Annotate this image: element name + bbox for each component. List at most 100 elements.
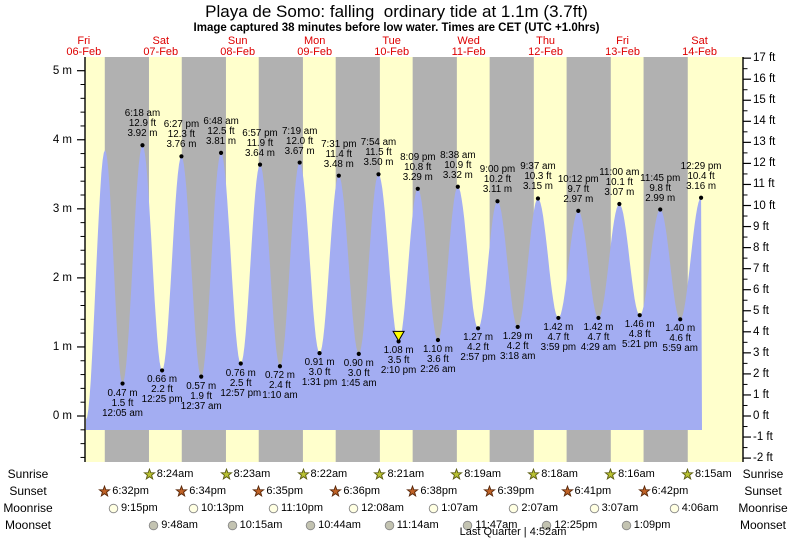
sunset-star-icon [637,484,651,497]
right-axis-tick-label: 14 ft [753,115,776,128]
sunrise-event: 8:18am [527,467,578,481]
sunset-star-icon [175,484,189,497]
sunrise-row-label-right: Sunrise [742,467,784,481]
sunset-event: 6:35pm [252,484,303,498]
tide-extreme-dot [698,195,704,200]
right-axis-tick-label: 16 ft [753,73,776,86]
sunrise-event: 8:24am [142,467,193,481]
low-tide-annotation: 1.40 m 4.6 ft 5:59 am [662,323,698,355]
moonrise-event: 3:07am [588,501,638,515]
low-tide-annotation: 0.76 m 2.5 ft 12:57 pm [220,367,262,399]
right-axis-tick-label: 12 ft [753,157,776,170]
high-tide-annotation: 8:09 pm 10.8 ft 3.29 m [400,151,436,183]
moonrise-circle-icon [589,503,599,513]
tide-extreme-dot [455,184,460,189]
tide-extreme-dot [336,173,341,178]
moonrise-event: 9:15pm [107,501,158,515]
moonrise-event: 1:07am [427,501,478,515]
right-axis-tick-label: 8 ft [753,241,769,254]
moonset-event: 9:48am [147,518,198,532]
day-label: Sat 14-Feb [682,35,717,58]
tide-extreme-dot [515,324,520,330]
tide-extreme-dot [120,381,125,386]
moonrise-circle-icon [509,503,519,513]
sunrise-star-icon [296,467,310,480]
low-tide-annotation: 1.10 m 3.6 ft 2:26 am [420,344,456,376]
tide-extreme-dot [678,317,683,322]
sunrise-event: 8:21am [373,467,424,481]
sunset-event: 6:42pm [637,484,688,498]
sunrise-event: 8:22am [296,467,347,481]
right-axis-tick-label: 7 ft [753,262,769,275]
tide-extreme-dot [159,368,165,373]
high-tide-annotation: 6:57 pm 11.9 ft 3.64 m [242,127,278,159]
low-tide-annotation: 0.90 m 3.0 ft 1:45 am [341,357,377,389]
low-tide-annotation: 0.66 m 2.2 ft 12:25 pm [141,374,183,406]
left-axis-tick-label: 5 m [52,64,72,77]
low-tide-annotation: 1.42 m 4.7 ft 4:29 am [580,321,617,353]
sunset-event: 6:36pm [329,484,380,498]
sunrise-star-icon [681,467,694,480]
sunset-event: 6:38pm [406,484,457,498]
high-tide-annotation: 12:29 pm 10.4 ft 3.16 m [680,160,722,192]
sunset-row-label-left: Sunset [9,484,47,498]
moonrise-circle-icon [669,503,679,513]
high-tide-annotation: 6:18 am 12.9 ft 3.92 m [124,108,161,140]
sunset-star-icon [329,484,343,497]
moonset-event: 10:15am [226,518,282,532]
right-axis-tick-label: 4 ft [753,325,769,338]
day-label: Wed 11-Feb [451,35,486,58]
low-tide-annotation: 0.91 m 3.0 ft 1:31 pm [301,357,338,389]
moonrise-event: 10:13pm [187,501,244,515]
tide-extreme-dot [199,374,204,379]
sunset-star-icon [406,484,420,497]
moonset-circle-icon [463,520,473,530]
tide-extreme-dot [356,351,361,356]
moonset-row-label-right: Moonset [739,518,787,532]
day-label: Fri 06-Feb [66,35,102,58]
right-axis-tick-label: 0 ft [753,410,769,422]
high-tide-annotation: 9:37 am 10.3 ft 3.15 m [520,161,556,193]
moonrise-event: 4:06am [668,501,718,515]
tide-extreme-dot [277,364,283,369]
moonrise-row-label-right: Moonrise [738,501,788,515]
right-axis-tick-label: 17 ft [753,52,776,65]
moonset-circle-icon [542,520,552,530]
tide-extreme-dot [596,315,601,321]
tide-extreme-dot [218,150,224,155]
day-label: Tue 10-Feb [374,35,410,58]
tide-curve-area [86,145,702,431]
sunset-event: 6:32pm [98,484,149,498]
tide-extreme-dot [475,326,481,331]
sunrise-event: 8:16am [604,467,655,481]
tide-extreme-dot [376,172,381,177]
low-tide-annotation: 0.72 m 2.4 ft 1:10 am [262,370,298,402]
tide-extreme-dot [140,143,145,148]
low-tide-annotation: 1.27 m 4.2 ft 2:57 pm [460,332,496,364]
high-tide-annotation: 10:12 pm 9.7 ft 2.97 m [557,173,599,205]
sunrise-event: 8:23am [219,467,270,481]
sunrise-event: 8:15am [681,467,732,481]
chart-title: Playa de Somo: falling ordinary tide at … [205,2,588,21]
current-time-marker-icon [392,330,405,342]
moonrise-event: 11:10pm [267,501,323,515]
high-tide-annotation: 11:00 am 10.1 ft 3.07 m [599,166,640,198]
moonrise-circle-icon [188,503,199,513]
right-axis-tick-label: 6 ft [753,283,769,296]
right-axis-tick-label: 3 ft [753,346,769,359]
right-axis-tick-label: 5 ft [753,304,769,317]
tide-extreme-dot [556,315,561,321]
low-tide-annotation: 0.47 m 1.5 ft 12:05 am [102,387,143,419]
high-tide-annotation: 7:19 am 12.0 ft 3.67 m [281,125,318,157]
tide-extreme-dot [297,160,302,165]
left-axis-tick-label: 3 m [52,202,72,215]
tide-extreme-dot [637,313,642,318]
moonset-circle-icon [227,520,237,530]
right-axis-tick-label: 2 ft [753,367,769,380]
low-tide-annotation: 1.46 m 4.8 ft 5:21 pm [622,319,658,351]
sunrise-star-icon [604,467,617,480]
moonset-event: 10:44am [304,518,361,532]
moonrise-circle-icon [108,503,119,513]
